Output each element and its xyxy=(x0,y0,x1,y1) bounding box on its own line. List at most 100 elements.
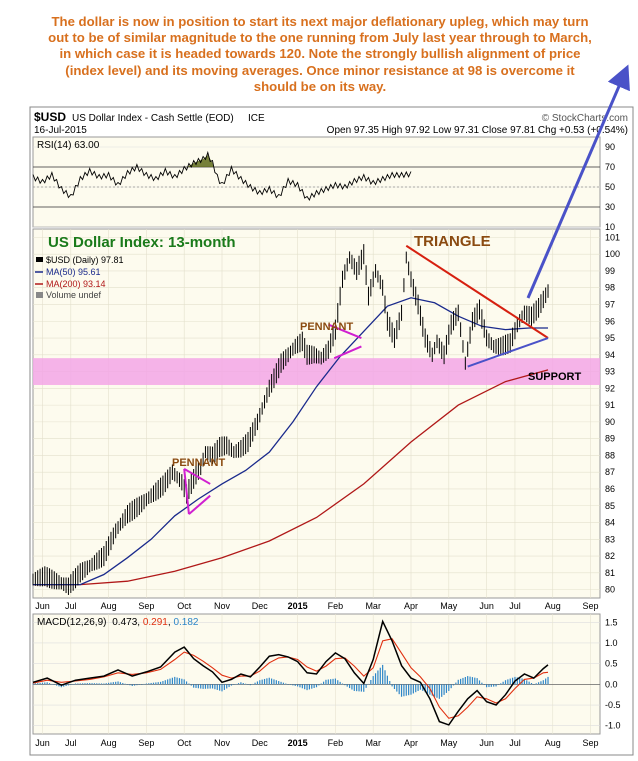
macd-histogram-bar xyxy=(379,667,381,685)
ma50-line xyxy=(33,297,548,586)
macd-histogram-bar xyxy=(540,681,542,685)
macd-histogram-bar xyxy=(98,683,100,685)
macd-histogram-bar xyxy=(285,683,287,685)
macd-histogram-bar xyxy=(74,683,77,685)
macd-histogram-bar xyxy=(528,681,530,685)
macd-histogram-bar xyxy=(320,683,322,685)
macd-histogram-bar xyxy=(207,684,209,689)
macd-histogram-bar xyxy=(412,684,414,694)
macd-x-tick-label: Apr xyxy=(404,738,418,748)
macd-histogram-bar xyxy=(237,683,240,685)
macd-histogram-bar xyxy=(462,677,464,685)
macd-tick-label: 0.5 xyxy=(605,659,618,669)
macd-histogram-bar xyxy=(202,684,204,689)
macd-histogram-bar xyxy=(299,684,301,688)
macd-histogram-bar xyxy=(367,683,370,685)
macd-histogram-bar xyxy=(256,681,259,685)
macd-histogram-bar xyxy=(103,683,105,685)
pennant-label-2: PENNANT xyxy=(300,321,353,333)
macd-x-tick-label: Aug xyxy=(101,738,117,748)
macd-histogram-bar xyxy=(155,682,157,685)
macd-histogram-bar xyxy=(434,684,436,697)
price-tick-label: 98 xyxy=(605,283,615,293)
macd-histogram-bar xyxy=(535,683,537,685)
macd-histogram-bar xyxy=(297,684,299,687)
macd-histogram-bar xyxy=(233,684,235,685)
macd-histogram-bar xyxy=(502,681,504,685)
macd-x-tick-label: Nov xyxy=(214,738,231,748)
macd-histogram-bar xyxy=(330,679,332,685)
price-x-tick-label: May xyxy=(440,601,458,611)
macd-histogram-bar xyxy=(200,684,202,689)
macd-histogram-bar xyxy=(391,684,393,687)
price-tick-label: 88 xyxy=(605,450,615,460)
macd-histogram-bar xyxy=(245,683,247,685)
macd-histogram-bar xyxy=(56,684,58,686)
macd-histogram-bar xyxy=(230,684,233,686)
macd-histogram-bar xyxy=(417,684,419,691)
macd-histogram-bar xyxy=(46,682,48,685)
price-tick-label: 84 xyxy=(605,518,615,528)
macd-histogram-bar xyxy=(162,681,164,685)
macd-histogram-bar xyxy=(339,681,341,685)
price-x-tick-label: Oct xyxy=(177,601,192,611)
macd-histogram-bar xyxy=(263,678,266,685)
macd-histogram-bar xyxy=(542,680,544,685)
macd-histogram-bar xyxy=(374,673,377,685)
macd-histogram-bar xyxy=(507,679,509,685)
rsi-label: RSI(14) 63.00 xyxy=(37,140,100,151)
price-tick-label: 85 xyxy=(605,501,615,511)
macd-histogram-bar xyxy=(82,683,84,685)
macd-histogram-bar xyxy=(294,684,296,686)
macd-histogram-bar xyxy=(183,679,185,685)
macd-histogram-bar xyxy=(497,684,500,685)
macd-histogram-bar xyxy=(44,682,46,685)
macd-histogram-bar xyxy=(372,676,374,685)
macd-histogram-bar xyxy=(67,684,70,686)
macd-histogram-bar xyxy=(89,683,91,685)
rsi-tick-label: 70 xyxy=(605,162,615,172)
rsi-tick-label: 10 xyxy=(605,222,615,232)
pennant-1-left xyxy=(183,468,190,515)
price-tick-label: 87 xyxy=(605,467,615,477)
macd-tick-label: -0.5 xyxy=(605,700,621,710)
macd-histogram-bar xyxy=(426,684,429,694)
macd-histogram-bar xyxy=(301,684,303,689)
projection-arrow xyxy=(526,64,630,299)
macd-histogram-bar xyxy=(358,684,360,692)
price-tick-label: 83 xyxy=(605,534,615,544)
macd-histogram-bar xyxy=(138,684,140,685)
legend-swatch-price xyxy=(36,257,43,262)
triangle-upper-line xyxy=(405,244,549,339)
rsi-tick-label: 90 xyxy=(605,142,615,152)
macd-histogram-bar xyxy=(136,684,138,686)
macd-histogram-bar xyxy=(145,683,147,685)
macd-histogram-bar xyxy=(221,684,223,692)
macd-histogram-bar xyxy=(41,682,44,685)
macd-histogram-bar xyxy=(93,683,96,685)
macd-histogram-bar xyxy=(119,682,122,685)
price-x-tick-label: Dec xyxy=(252,601,269,611)
macd-histogram-bar xyxy=(353,684,355,691)
macd-histogram-bar xyxy=(332,678,334,685)
macd-histogram-bar xyxy=(240,682,242,685)
chart-commentary: The dollar is now in position to start i… xyxy=(48,14,592,94)
macd-histogram-bar xyxy=(511,677,514,685)
macd-histogram-bar xyxy=(382,664,384,685)
macd-histogram-bar xyxy=(474,677,476,685)
macd-histogram-bar xyxy=(441,684,443,697)
macd-tick-label: -1.0 xyxy=(605,721,621,731)
macd-histogram-bar xyxy=(164,680,166,685)
macd-histogram-bar xyxy=(157,682,159,685)
macd-histogram-bar xyxy=(141,684,143,685)
macd-histogram-bar xyxy=(223,684,225,690)
support-label: SUPPORT xyxy=(528,371,581,383)
price-panel: 80 81 82 83 84 85 86 87 88 89 90 91 92 93 94 95 96 97 98 99… xyxy=(32,228,620,611)
macd-histogram-bar xyxy=(533,684,535,685)
macd-label-hist: 0.182 xyxy=(173,617,198,628)
price-legend: $USD (Daily) 97.81 MA(50) 95.61 MA(200) … xyxy=(35,255,124,300)
macd-label-signal: 0.291 xyxy=(143,617,168,628)
macd-histogram-bar xyxy=(108,682,110,685)
macd-histogram-bar xyxy=(150,682,152,685)
pennant-2-lower xyxy=(333,345,362,360)
